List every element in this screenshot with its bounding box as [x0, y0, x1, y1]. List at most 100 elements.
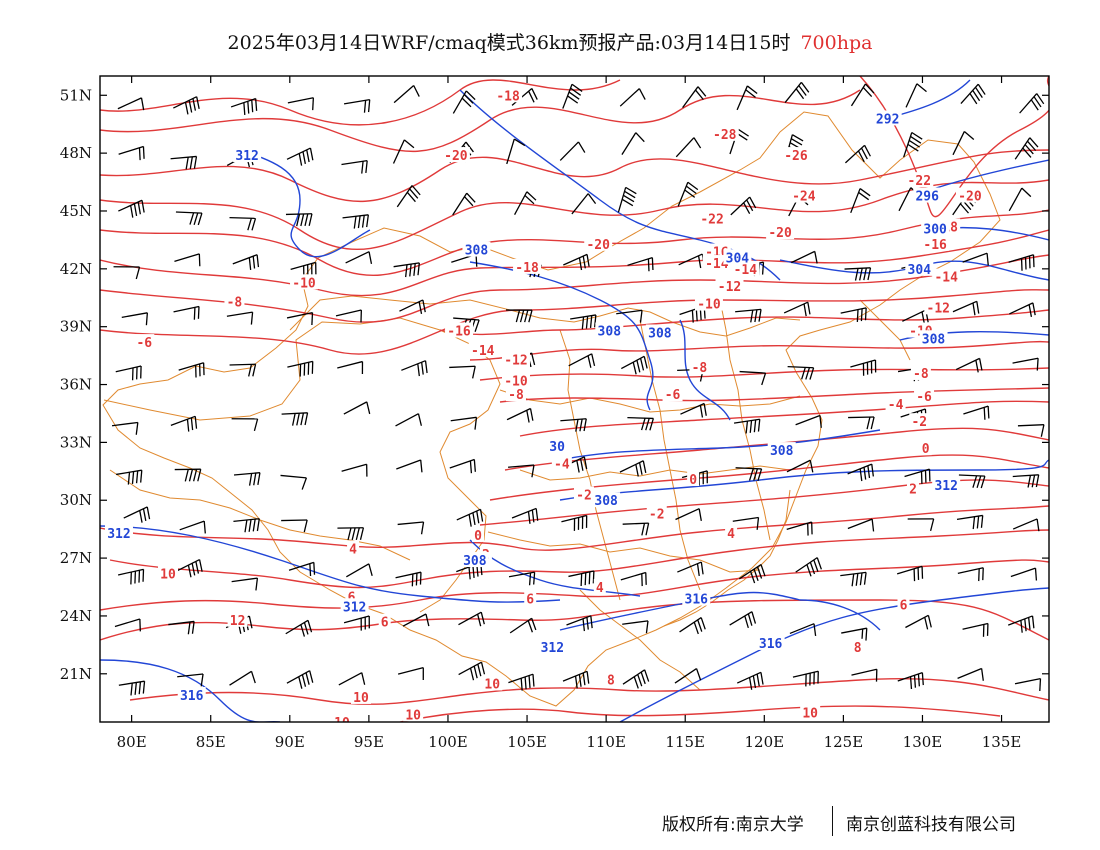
- contour-label: 6: [381, 616, 389, 631]
- wind-barb: [229, 670, 256, 686]
- contour-label: 0: [922, 442, 930, 457]
- inner-boundary: [559, 329, 621, 601]
- wind-barb: [674, 668, 702, 684]
- contour-label: -20: [768, 226, 792, 241]
- contour-label-bg: [919, 440, 932, 456]
- contour-label: -20: [958, 190, 982, 205]
- contour-label-bg: [906, 480, 919, 496]
- contour-label: -28: [713, 128, 737, 143]
- contour-label: 4: [596, 581, 604, 596]
- temperature-contour: [100, 209, 1049, 277]
- contour-label: -22: [700, 213, 723, 228]
- wind-barb: [286, 147, 314, 166]
- wind-barb: [1008, 187, 1032, 212]
- wind-barb: [963, 405, 990, 420]
- wind-barb: [619, 88, 646, 107]
- temperature-contour: [479, 367, 1049, 381]
- temperature-contour: [100, 179, 1049, 251]
- contour-label-bg: [682, 590, 711, 606]
- contour-label-bg: [725, 525, 738, 541]
- wind-barb: [850, 83, 875, 107]
- wind-barb: [117, 97, 145, 111]
- temperature-contour: [100, 289, 1049, 355]
- temperature-contour: [100, 254, 1049, 323]
- wind-barb: [735, 308, 762, 323]
- wind-barb: [677, 561, 704, 577]
- wind-barb: [506, 138, 526, 165]
- contour-label: -14: [471, 344, 495, 359]
- contour-label-bg: [646, 505, 667, 521]
- contour-label: -20: [444, 149, 468, 164]
- wind-barb: [896, 565, 924, 582]
- lat-tick-label: 45N: [60, 202, 92, 220]
- wind-barb: [1014, 137, 1039, 160]
- contour-label-bg: [538, 638, 567, 654]
- contour-label: 4: [727, 527, 735, 542]
- lon-tick-label: 85E: [196, 733, 226, 751]
- wind-barb: [233, 472, 261, 486]
- contour-label: -12: [718, 280, 741, 295]
- temperature-labels: -18-20-28-26-24-22-20-22-20-18-16-20-18-…: [134, 87, 984, 722]
- height-contour: [929, 159, 1049, 191]
- contour-label-bg: [593, 579, 606, 595]
- contour-label-bg: [177, 687, 206, 703]
- contour-label: 312: [235, 149, 258, 164]
- contour-label: -18: [515, 261, 539, 276]
- contour-label-bg: [513, 258, 542, 274]
- height-contour: [559, 591, 801, 631]
- contour-label-bg: [689, 359, 710, 375]
- country-boundaries: [102, 111, 1001, 707]
- wind-barb: [168, 620, 195, 635]
- wind-barb: [904, 468, 931, 484]
- wind-barb: [392, 139, 415, 164]
- wind-barb: [733, 418, 761, 434]
- wind-barb: [118, 145, 145, 161]
- contour-label-bg: [913, 187, 942, 203]
- inner-boundary: [499, 389, 801, 413]
- contour-label-bg: [914, 388, 935, 404]
- contour-label-bg: [851, 638, 864, 654]
- wind-barb: [288, 561, 316, 577]
- contour-label: 304: [726, 251, 750, 266]
- contour-label-bg: [592, 492, 621, 508]
- latitude-axis: 21N 24N 27N 30N 33N 36N 39N 42N 45N 48N 51N: [60, 86, 1049, 683]
- temperature-contour: [439, 309, 1049, 336]
- contour-label: 308: [922, 332, 946, 347]
- wind-barb: [232, 254, 260, 271]
- contour-label-bg: [441, 147, 470, 163]
- contour-label: -10: [292, 276, 316, 291]
- contour-label: -2: [576, 488, 592, 503]
- wind-barb: [450, 416, 478, 430]
- temperature-contour: [129, 677, 1049, 705]
- wind-barb: [452, 192, 476, 216]
- contour-label-bg: [350, 688, 371, 704]
- temperature-contour: [109, 529, 1049, 589]
- wind-barb: [1008, 254, 1035, 271]
- contour-label: 12: [230, 614, 246, 629]
- inner-boundary: [579, 589, 701, 691]
- wind-barb: [850, 188, 871, 214]
- contour-label-bg: [715, 278, 744, 294]
- contour-label-bg: [290, 274, 319, 290]
- contour-label-bg: [584, 235, 613, 251]
- contour-label: 6: [900, 598, 908, 613]
- contour-label: 296: [915, 190, 939, 205]
- wind-barb: [621, 132, 645, 155]
- inner-boundary: [109, 469, 411, 561]
- contour-label-bg: [905, 260, 934, 276]
- wind-barb: [343, 615, 370, 631]
- wind-barb: [792, 670, 819, 687]
- contour-label: 308: [770, 444, 794, 459]
- wind-barb: [111, 421, 139, 435]
- contour-label: -20: [586, 238, 610, 253]
- wind-barb: [962, 622, 989, 637]
- wind-barb: [287, 97, 315, 111]
- wind-barb: [231, 418, 259, 432]
- height-contour: [679, 319, 731, 421]
- contour-label-bg: [789, 187, 818, 203]
- wind-barb: [783, 301, 811, 317]
- wind-barb: [1017, 424, 1045, 437]
- contour-label: -6: [916, 390, 932, 405]
- lon-tick-label: 90E: [275, 733, 305, 751]
- contour-label: -4: [888, 398, 904, 413]
